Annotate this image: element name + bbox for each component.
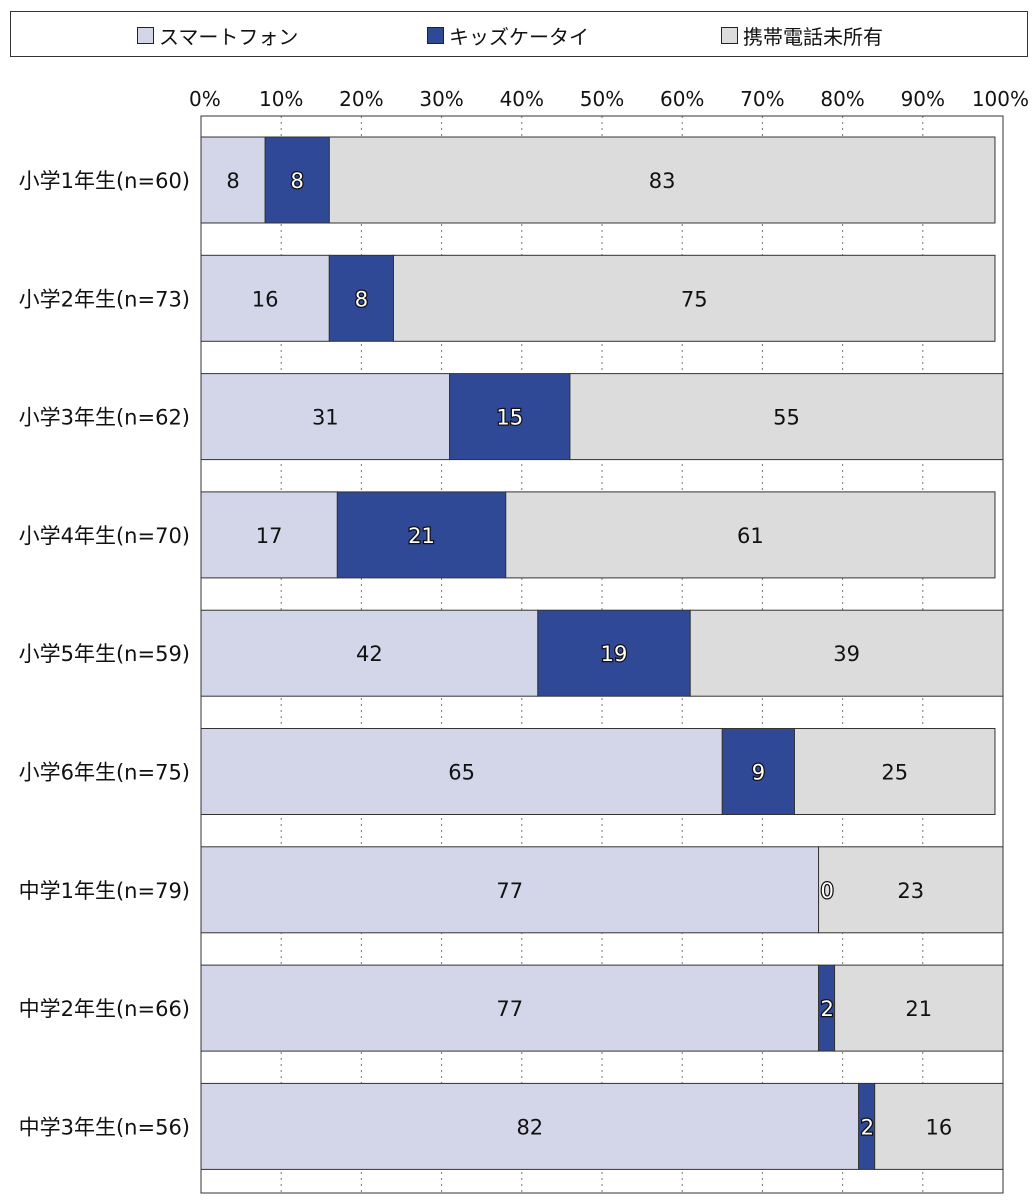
- data-label: 65: [448, 761, 475, 785]
- category-label: 中学1年生(n=79): [19, 879, 190, 903]
- data-label: 55: [773, 406, 800, 430]
- legend-label-no-phone: 携帯電話未所有: [743, 24, 883, 49]
- plot-area-frame: [200, 115, 1004, 1194]
- data-label: 25: [881, 761, 908, 785]
- legend-swatch-no-phone: [721, 26, 738, 44]
- bar-segment: [200, 373, 451, 461]
- data-label: 83: [649, 169, 676, 193]
- bar-segment: [392, 254, 996, 342]
- x-tick-label: 40%: [500, 87, 544, 111]
- legend-swatch-smartphone: [137, 26, 154, 44]
- data-label: 42: [356, 642, 383, 666]
- bar-segment: [505, 491, 996, 579]
- legend: スマートフォン キッズケータイ 携帯電話未所有: [10, 11, 1028, 57]
- legend-item-no-phone: 携帯電話未所有: [721, 12, 883, 58]
- data-label: 8: [355, 287, 368, 311]
- bar-segment: [336, 491, 507, 579]
- data-label: 2: [861, 1115, 874, 1139]
- bar-segment: [200, 136, 266, 224]
- legend-label-smartphone: スマートフォン: [159, 24, 299, 49]
- x-tick-label: 100%: [972, 87, 1029, 111]
- data-label: 16: [925, 1115, 952, 1139]
- x-tick-label: 10%: [259, 87, 303, 111]
- x-tick-label: 50%: [580, 87, 624, 111]
- category-label: 小学5年生(n=59): [19, 642, 190, 666]
- category-label: 小学3年生(n=62): [19, 406, 190, 430]
- data-label: 0: [821, 879, 834, 903]
- data-label: 61: [737, 524, 764, 548]
- bars: [200, 136, 1004, 1170]
- data-label: 39: [833, 642, 860, 666]
- x-tick-label: 20%: [339, 87, 383, 111]
- data-label: 2: [821, 997, 834, 1021]
- category-label: 小学6年生(n=75): [19, 761, 190, 785]
- data-label: 8: [291, 169, 304, 193]
- x-tick-label: 60%: [660, 87, 704, 111]
- data-label: 8: [226, 169, 239, 193]
- legend-label-kids-phone: キッズケータイ: [449, 24, 589, 49]
- legend-item-smartphone: スマートフォン: [137, 12, 298, 58]
- data-label: 17: [256, 524, 283, 548]
- data-labels: 8 8 83 16 8 75 31 15 55 17 21 61 42 19 39 65 9 25 77 0 23 77 2…: [226, 168, 952, 1141]
- data-label: 77: [496, 997, 523, 1021]
- bar-segment: [834, 964, 1004, 1052]
- data-label: 21: [408, 524, 435, 548]
- data-label: 15: [496, 406, 523, 430]
- bar-segment: [818, 846, 1004, 934]
- category-label: 小学1年生(n=60): [19, 169, 190, 193]
- bar-segment: [200, 609, 539, 697]
- x-tick-label: 80%: [820, 87, 864, 111]
- data-label: 31: [312, 406, 339, 430]
- bar-segment: [569, 373, 1004, 461]
- category-label: 小学2年生(n=73): [19, 287, 190, 311]
- category-labels: 小学1年生(n=60) 小学2年生(n=73) 小学3年生(n=62) 小学4年生(n…: [19, 169, 190, 1139]
- x-tick-label: 70%: [740, 87, 784, 111]
- bar-segment: [200, 491, 338, 579]
- data-label: 21: [905, 997, 932, 1021]
- legend-item-kids-phone: キッズケータイ: [427, 12, 589, 58]
- bar-segment: [328, 254, 394, 342]
- bar-segment: [200, 846, 820, 934]
- bar-segment: [200, 1082, 860, 1170]
- bar-segment: [200, 728, 723, 815]
- data-label: 75: [681, 287, 708, 311]
- category-label: 中学3年生(n=56): [19, 1115, 190, 1139]
- bar-segment: [264, 136, 330, 224]
- data-label: 23: [897, 879, 924, 903]
- x-tick-label: 90%: [901, 87, 945, 111]
- bar-segment: [721, 728, 795, 815]
- bar-segment: [200, 964, 820, 1052]
- x-axis-ticks: 0% 10% 20% 30% 40% 50% 60% 70% 80% 90% 100%: [189, 87, 1029, 111]
- data-label: 82: [516, 1115, 543, 1139]
- x-tick-label: 0%: [189, 87, 221, 111]
- legend-swatch-kids-phone: [427, 26, 444, 44]
- x-tick-label: 30%: [419, 87, 463, 111]
- data-label: 16: [252, 287, 279, 311]
- category-label: 中学2年生(n=66): [19, 997, 190, 1021]
- data-label: 9: [752, 761, 765, 785]
- data-label: 19: [601, 642, 628, 666]
- bar-segment: [537, 609, 691, 697]
- bar-segment: [328, 136, 996, 224]
- bar-segment: [689, 609, 1004, 697]
- category-label: 小学4年生(n=70): [19, 524, 190, 548]
- data-label: 77: [496, 879, 523, 903]
- bar-segment: [793, 728, 996, 815]
